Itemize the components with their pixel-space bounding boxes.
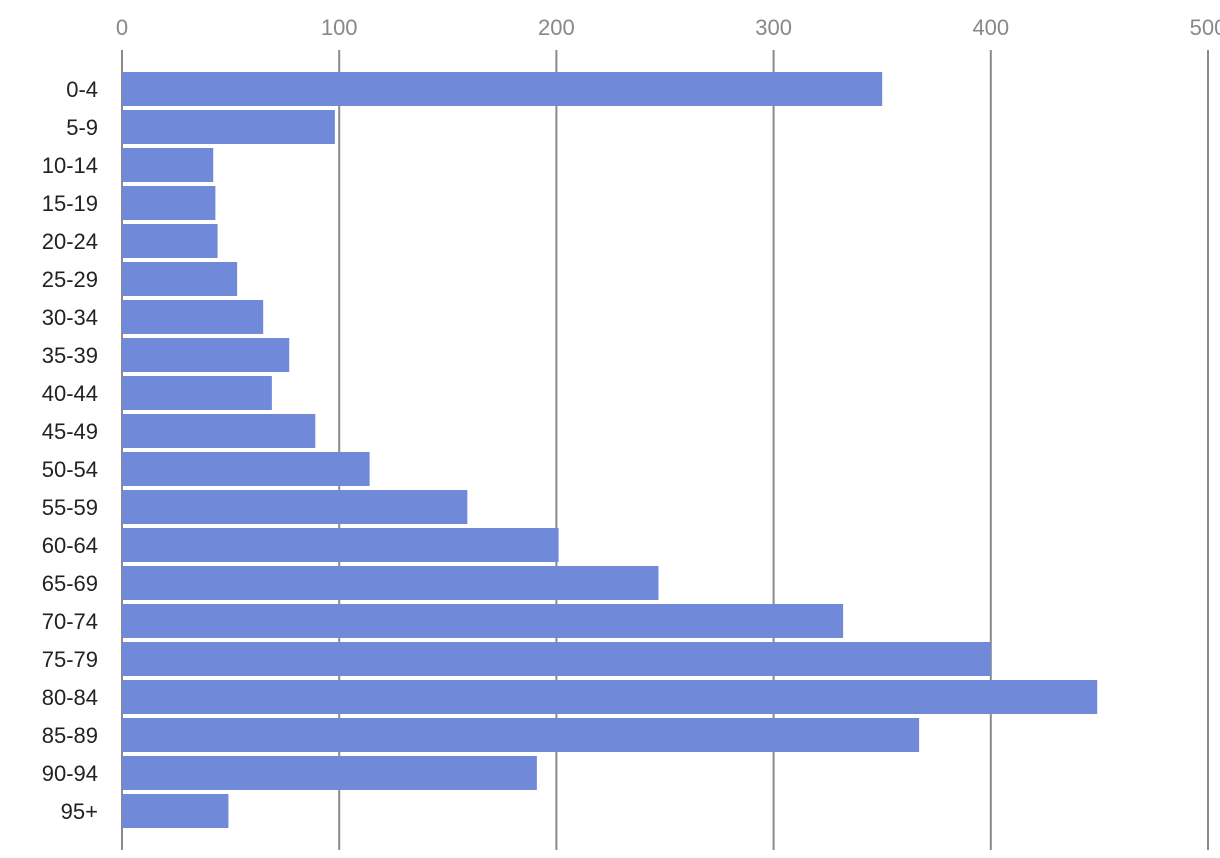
y-category-label: 80-84: [42, 685, 98, 710]
y-category-label: 35-39: [42, 343, 98, 368]
y-category-label: 55-59: [42, 495, 98, 520]
y-category-label: 90-94: [42, 761, 98, 786]
y-category-label: 65-69: [42, 571, 98, 596]
x-tick-label: 400: [972, 15, 1009, 40]
y-category-label: 70-74: [42, 609, 98, 634]
bar-65-69: [122, 566, 659, 600]
y-category-label: 40-44: [42, 381, 98, 406]
y-category-label: 60-64: [42, 533, 98, 558]
bars: [122, 72, 1098, 828]
bar-75-79: [122, 642, 991, 676]
bar-55-59: [122, 490, 468, 524]
bar-80-84: [122, 680, 1098, 714]
bar-25-29: [122, 262, 238, 296]
y-category-label: 50-54: [42, 457, 98, 482]
y-category-label: 25-29: [42, 267, 98, 292]
y-category-label: 10-14: [42, 153, 98, 178]
y-category-label: 15-19: [42, 191, 98, 216]
bar-10-14: [122, 148, 214, 182]
bar-20-24: [122, 224, 218, 258]
bar-60-64: [122, 528, 559, 562]
bar-95+: [122, 794, 229, 828]
x-tick-label: 500: [1190, 15, 1220, 40]
bar-50-54: [122, 452, 370, 486]
x-tick-label: 100: [321, 15, 358, 40]
bar-90-94: [122, 756, 537, 790]
x-tick-label: 200: [538, 15, 575, 40]
bar-45-49: [122, 414, 316, 448]
bar-15-19: [122, 186, 216, 220]
y-axis-categories: 0-4 5-9 10-14 15-19 20-24 25-29 30-34 35-39 40-4…: [42, 77, 98, 824]
bar-40-44: [122, 376, 272, 410]
x-tick-label: 300: [755, 15, 792, 40]
y-category-label: 75-79: [42, 647, 98, 672]
bar-35-39: [122, 338, 290, 372]
bar-85-89: [122, 718, 920, 752]
y-category-label: 85-89: [42, 723, 98, 748]
y-category-label: 95+: [61, 799, 98, 824]
y-category-label: 20-24: [42, 229, 98, 254]
y-category-label: 45-49: [42, 419, 98, 444]
bar-70-74: [122, 604, 844, 638]
y-category-label: 5-9: [66, 115, 98, 140]
y-category-label: 30-34: [42, 305, 98, 330]
bar-5-9: [122, 110, 335, 144]
bar-0-4: [122, 72, 883, 106]
bar-30-34: [122, 300, 264, 334]
x-axis-ticks: 0 100 200 300 400 500: [116, 15, 1220, 40]
y-category-label: 0-4: [66, 77, 98, 102]
x-tick-label: 0: [116, 15, 128, 40]
gridlines: [121, 50, 1209, 850]
